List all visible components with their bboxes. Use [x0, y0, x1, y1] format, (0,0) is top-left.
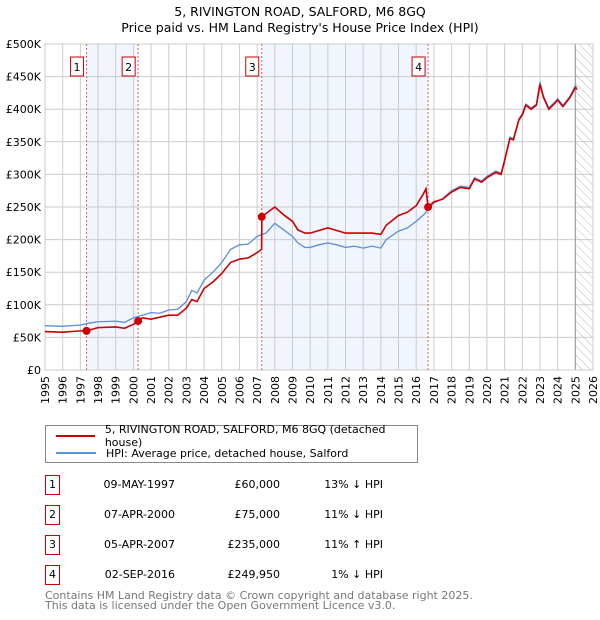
- price-paid-line: [44, 84, 578, 333]
- sale-marker: 3: [45, 535, 60, 555]
- sale-label-box: [411, 56, 426, 77]
- sale-point: [82, 326, 91, 335]
- sale-hpi-diff: 1% ↓ HPI: [331, 568, 383, 581]
- x-tick-label: 2006: [233, 376, 246, 404]
- chart-subtitle: Price paid vs. HM Land Registry's House …: [121, 20, 479, 35]
- y-tick-label: £150K: [6, 266, 42, 279]
- x-tick-label: 2013: [357, 376, 370, 404]
- sale-marker: 2: [45, 505, 60, 525]
- y-tick-label: £500K: [6, 38, 42, 51]
- sale-row: 3 05-APR-2007 £235,000 11% ↑ HPI: [45, 535, 465, 555]
- sale-hpi-diff: 11% ↓ HPI: [324, 508, 383, 521]
- sale-point: [134, 317, 143, 326]
- sale-price: £235,000: [227, 538, 281, 551]
- sale-point: [257, 212, 266, 221]
- x-tick-label: 2018: [446, 376, 459, 404]
- sale-price: £75,000: [234, 508, 281, 521]
- sale-date: 09-MAY-1997: [103, 478, 175, 491]
- y-tick-label: £100K: [6, 299, 42, 312]
- x-tick-label: 2000: [127, 376, 140, 404]
- chart-area: 1995 1996 1997 1998 1999 2000 2001 2002 2003 2004…: [6, 38, 600, 404]
- sale-label: 1: [74, 61, 81, 74]
- x-tick-label: 2001: [145, 376, 158, 404]
- x-tick-label: 2024: [552, 376, 565, 404]
- x-tick-label: 2025: [569, 376, 582, 404]
- sale-row: 2 07-APR-2000 £75,000 11% ↓ HPI: [45, 505, 465, 525]
- sale-hpi-diff: 13% ↓ HPI: [324, 478, 383, 491]
- forecast-hatch: [574, 43, 594, 371]
- sale-date: 07-APR-2000: [103, 508, 175, 521]
- y-tick-label: £400K: [6, 103, 42, 116]
- sale-marker: 4: [45, 565, 60, 585]
- x-tick-label: 2004: [198, 376, 211, 404]
- sale-point: [424, 203, 433, 212]
- x-tick-label: 2022: [516, 376, 529, 404]
- legend-item-hpi: HPI: Average price, detached house, Salf…: [56, 445, 348, 461]
- sale-date: 02-SEP-2016: [104, 568, 175, 581]
- y-tick-label: £300K: [6, 168, 42, 181]
- chart-title: 5, RIVINGTON ROAD, SALFORD, M6 8GQ: [174, 4, 426, 19]
- legend: 5, RIVINGTON ROAD, SALFORD, M6 8GQ (deta…: [45, 423, 418, 463]
- x-tick-label: 1996: [57, 376, 70, 404]
- x-tick-label: 2014: [375, 376, 388, 404]
- sale-hpi-diff: 11% ↑ HPI: [324, 538, 383, 551]
- sale-label: 3: [249, 61, 256, 74]
- x-tick-label: 2003: [180, 376, 193, 404]
- legend-item-price-paid: 5, RIVINGTON ROAD, SALFORD, M6 8GQ (deta…: [56, 423, 417, 449]
- x-tick-label: 2026: [587, 376, 600, 404]
- legend-swatch-blue: [56, 452, 96, 454]
- x-tick-label: 2016: [410, 376, 423, 404]
- x-tick-label: 2015: [393, 376, 406, 404]
- x-tick-label: 1999: [110, 376, 123, 404]
- x-tick-label: 2020: [481, 376, 494, 404]
- x-tick-label: 2009: [286, 376, 299, 404]
- x-tick-label: 2011: [322, 376, 335, 404]
- y-tick-label: £0: [27, 364, 41, 377]
- x-tick-label: 2008: [269, 376, 282, 404]
- x-tick-label: 2012: [340, 376, 353, 404]
- legend-label: 5, RIVINGTON ROAD, SALFORD, M6 8GQ (deta…: [104, 423, 386, 449]
- legend-swatch-red: [56, 435, 95, 437]
- sale-label-box: [121, 56, 136, 77]
- sale-price: £60,000: [234, 478, 281, 491]
- footer-licence: This data is licensed under the Open Gov…: [45, 599, 396, 612]
- sale-label: 4: [415, 61, 422, 74]
- x-tick-label: 2010: [304, 376, 317, 404]
- sale-price: £249,950: [227, 568, 281, 581]
- sale-row: 1 09-MAY-1997 £60,000 13% ↓ HPI: [45, 475, 465, 495]
- legend-label: HPI: Average price, detached house, Salf…: [106, 446, 349, 460]
- sale-date: 05-APR-2007: [103, 538, 175, 551]
- sale-label-box: [245, 56, 260, 77]
- y-tick-label: £50K: [13, 331, 42, 344]
- x-tick-label: 2019: [463, 376, 476, 404]
- y-tick-label: £350K: [6, 136, 42, 149]
- sale-label-box: [70, 56, 85, 77]
- x-tick-label: 2007: [251, 376, 264, 404]
- x-tick-label: 2017: [428, 376, 441, 404]
- sale-row: 4 02-SEP-2016 £249,950 1% ↓ HPI: [45, 565, 465, 585]
- plot-frame: [44, 43, 594, 371]
- x-tick-label: 2021: [499, 376, 512, 404]
- y-tick-label: £200K: [6, 234, 42, 247]
- sale-label: 2: [125, 61, 132, 74]
- y-tick-label: £450K: [6, 71, 42, 84]
- sale-marker: 1: [45, 475, 60, 495]
- y-tick-label: £250K: [6, 201, 42, 214]
- x-tick-label: 2002: [163, 376, 176, 404]
- x-tick-label: 1995: [39, 376, 52, 404]
- footer-copyright: Contains HM Land Registry data © Crown c…: [45, 589, 473, 602]
- x-tick-label: 2005: [216, 376, 229, 404]
- x-tick-label: 1998: [92, 376, 105, 404]
- x-tick-label: 2023: [534, 376, 547, 404]
- x-tick-label: 1997: [74, 376, 87, 404]
